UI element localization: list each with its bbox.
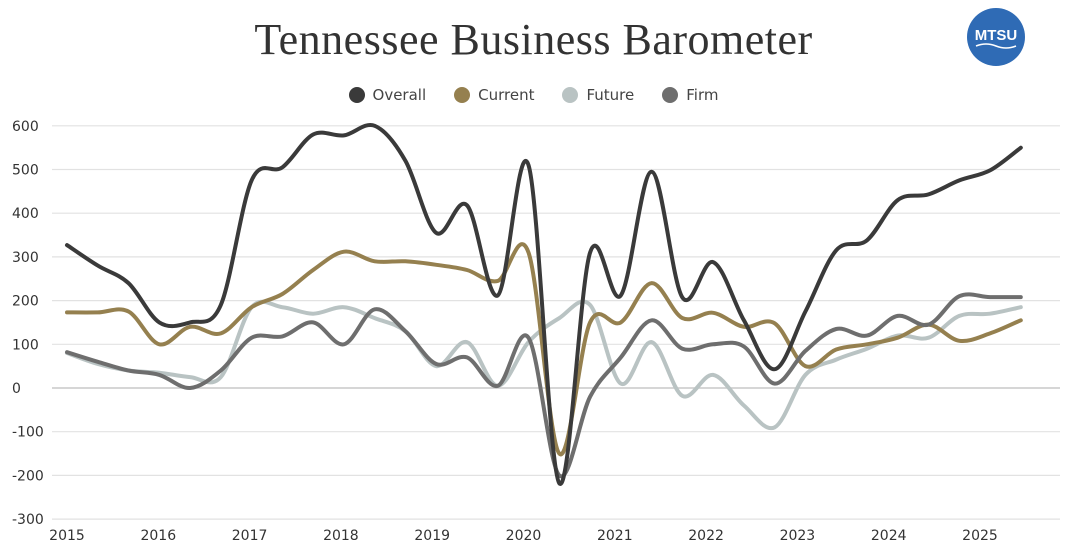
legend: Overall Current Future Firm	[0, 86, 1067, 104]
y-tick-label: 100	[12, 337, 39, 353]
y-tick-label: -300	[12, 512, 44, 528]
series-line-firm	[65, 292, 1023, 479]
x-tick-label: 2025	[962, 528, 998, 544]
legend-label: Firm	[686, 86, 719, 104]
y-tick-label: -100	[12, 425, 44, 441]
legend-label: Current	[478, 86, 535, 104]
x-tick-label: 2015	[49, 528, 85, 544]
legend-label: Overall	[372, 86, 427, 104]
x-tick-label: 2022	[688, 528, 724, 544]
svg-text:MTSU: MTSU	[975, 27, 1018, 44]
y-tick-label: 300	[12, 250, 39, 266]
legend-marker	[348, 87, 365, 103]
x-tick-label: 2023	[780, 528, 816, 544]
legend-marker	[562, 87, 579, 103]
legend-label: Future	[586, 86, 635, 104]
legend-item-firm[interactable]: Firm	[662, 86, 718, 104]
legend-marker	[662, 87, 679, 103]
legend-marker	[454, 87, 471, 103]
x-tick-label: 2018	[323, 528, 359, 544]
x-tick-label: 2019	[414, 528, 450, 544]
x-tick-label: 2024	[871, 528, 907, 544]
legend-item-future[interactable]: Future	[562, 86, 634, 104]
x-tick-label: 2016	[140, 528, 176, 544]
y-tick-label: -200	[12, 468, 44, 484]
y-tick-label: 600	[12, 119, 39, 135]
y-tick-label: 200	[12, 294, 39, 310]
x-tick-label: 2021	[597, 528, 633, 544]
y-tick-label: 0	[12, 381, 21, 397]
x-tick-label: 2017	[232, 528, 268, 544]
x-tick-label: 2020	[506, 528, 542, 544]
series-line-overall	[65, 122, 1023, 486]
chart-title: Tennessee Business Barometer	[254, 15, 813, 64]
mtsu-logo: MTSU	[967, 8, 1025, 66]
legend-item-current[interactable]: Current	[454, 86, 534, 104]
y-tick-label: 500	[12, 163, 39, 179]
legend-item-overall[interactable]: Overall	[348, 86, 427, 104]
y-tick-label: 400	[12, 206, 39, 222]
